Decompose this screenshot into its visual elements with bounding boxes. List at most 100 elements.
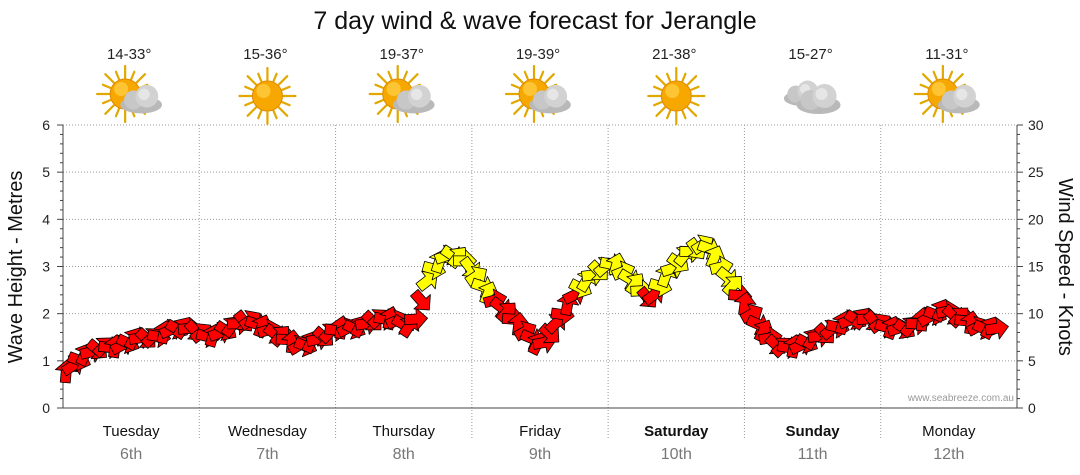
grid (63, 124, 1017, 438)
right-tick-label: 30 (1028, 117, 1044, 133)
left-tick-label: 5 (42, 164, 50, 180)
sun-ray (953, 73, 964, 84)
cloud-shape (120, 84, 163, 114)
sun-ray (277, 106, 289, 117)
sun-highlight (386, 82, 401, 96)
sun-ray (104, 73, 115, 84)
sun-ray (653, 101, 663, 107)
wind-arrow (984, 316, 1009, 340)
temp-range: 21-38° (652, 46, 696, 63)
sun-ray (513, 104, 524, 115)
temp-range: 19-39° (516, 46, 560, 63)
left-tick-label: 3 (42, 259, 50, 275)
sun-ray (539, 70, 545, 81)
sun-ray (387, 107, 393, 118)
wind-arrow (410, 288, 431, 311)
sun-ray (101, 83, 112, 89)
sun-ray (272, 72, 278, 83)
sun-ray (135, 73, 147, 84)
sun-ray (272, 109, 278, 120)
temp-range: 14-33° (107, 46, 151, 63)
cloud-part (138, 88, 150, 101)
sun-ray (919, 83, 930, 89)
sun-ray (244, 101, 254, 107)
temp-range: 19-37° (380, 46, 424, 63)
left-tick-label: 2 (42, 306, 50, 322)
day-date-label: 11th (798, 446, 828, 463)
sun-ray (374, 83, 385, 89)
right-tick-label: 5 (1028, 353, 1036, 369)
sun-ray (681, 109, 687, 120)
day-labels: Tuesday 6th Wednesday 7th Thursday 8th Friday 9… (103, 423, 976, 463)
sun-ray (387, 70, 393, 81)
sun-ray (932, 70, 938, 81)
right-tick-label: 25 (1028, 164, 1044, 180)
sun-ray (510, 99, 521, 105)
chart-title: 7 day wind & wave forecast for Jerangle (313, 7, 756, 35)
sun-ray (374, 99, 385, 105)
cloud-part (410, 88, 423, 101)
left-tick-label: 0 (42, 400, 50, 416)
sun-highlight (523, 82, 537, 96)
cloud-shape (796, 84, 841, 114)
partly-cloudy-icon (504, 64, 571, 124)
sun-ray (257, 72, 263, 83)
sun-ray (376, 104, 388, 115)
cloud-shape (937, 84, 980, 114)
axes: 0 01 52 103 154 205 256 30 (42, 117, 1044, 416)
sun-ray (689, 85, 700, 91)
sun-ray (947, 70, 954, 81)
sun-ray (376, 73, 388, 84)
sun-ray (666, 72, 672, 83)
sun-highlight (256, 84, 271, 98)
wind-arrow (415, 271, 438, 292)
site-credit: www.seabreeze.com.au (907, 393, 1014, 404)
sun-ray (257, 109, 263, 120)
sun-ray (681, 72, 687, 83)
sun-ray (510, 83, 521, 89)
sun-ray (114, 70, 121, 81)
sunny-icon (238, 66, 297, 126)
sun-ray (655, 106, 667, 117)
temp-range: 15-36° (243, 46, 287, 63)
sun-ray (130, 70, 136, 81)
day-name-label: Wednesday (228, 423, 307, 440)
day-name-label: Tuesday (103, 423, 160, 440)
sun-ray (246, 75, 258, 86)
sun-ray (919, 99, 930, 105)
sun-ray (277, 75, 289, 86)
sun-ray (244, 85, 254, 91)
right-axis-title: Wind Speed - Knots (1054, 178, 1076, 356)
sun-highlight (665, 84, 680, 98)
temp-range: 11-31° (925, 46, 968, 63)
sun-ray (921, 73, 933, 84)
day-date-label: 9th (529, 446, 551, 463)
cloud-shape (529, 84, 571, 114)
temp-range: 15-27° (788, 46, 832, 63)
sun-ray (104, 104, 115, 115)
day-name-label: Monday (922, 423, 976, 440)
sun-ray (523, 107, 529, 118)
sun-ray (686, 106, 698, 117)
sun-ray (281, 85, 291, 91)
right-tick-label: 0 (1028, 400, 1036, 416)
weather-row: 14-33° 15-36° 19-37° 19-39° 21-38° 15-27° 11-3… (96, 46, 980, 126)
sun-highlight (931, 82, 946, 96)
day-date-label: 8th (393, 446, 415, 463)
sun-ray (281, 101, 291, 107)
cloud-part (547, 88, 559, 101)
sun-ray (523, 70, 529, 81)
sun-ray (921, 104, 933, 115)
partly-cloudy-icon (96, 64, 163, 124)
sun-ray (101, 99, 112, 105)
sun-ray (544, 73, 555, 84)
day-name-label: Sunday (785, 423, 840, 440)
cloudy-icon (783, 80, 841, 114)
day-date-label: 6th (120, 446, 142, 463)
sun-ray (407, 73, 419, 84)
sun-ray (513, 73, 524, 84)
sun-ray (932, 107, 938, 118)
sun-ray (655, 75, 667, 86)
day-date-label: 7th (256, 446, 278, 463)
